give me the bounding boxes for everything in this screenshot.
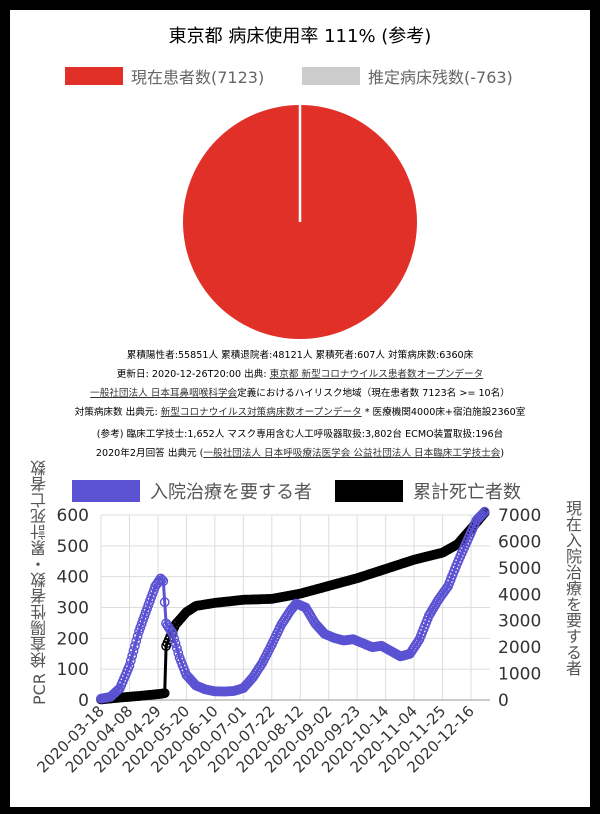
info-source-suffix: ) <box>500 448 505 459</box>
source-link-societies[interactable]: 一般社団法人 日本呼吸療法医学会 公益社団法人 日本臨床工学技士会 <box>203 448 501 459</box>
hospitalized-series-point <box>125 655 136 666</box>
info-source: 2020年2月回答 出典元 (一般社団法人 日本呼吸療法医学会 公益社団法人 日… <box>0 445 600 459</box>
tick-label-right: 4000 <box>498 585 541 605</box>
info-beds: 対策病床数 出典元: 新型コロナウイルス対策病床数オープンデータ * 医療機関4… <box>0 404 600 418</box>
hospitalized-series-point <box>170 638 181 649</box>
hospitalized-series-point <box>171 643 182 654</box>
hospitalized-series-point <box>441 583 452 594</box>
hospitalized-series-point <box>127 650 138 661</box>
deaths-series-point <box>159 688 170 699</box>
legend-swatch-hospitalized <box>72 480 140 502</box>
tick-label-left: 100 <box>57 660 89 680</box>
tick-label-left: 600 <box>57 506 89 526</box>
info-highrisk: 一般社団法人 日本耳鼻咽喉科学会定義におけるハイリスク地域（現在患者数 7123… <box>0 385 600 399</box>
legend-swatch-current-patients <box>65 67 123 85</box>
source-link-tokyo[interactable]: 東京都 新型コロナウイルス患者数オープンデータ <box>269 369 484 380</box>
info-beds-prefix: 対策病床数 出典元: <box>74 407 161 418</box>
hospitalized-series-point <box>478 508 489 519</box>
hospitalized-series-point <box>167 629 178 639</box>
tick-label-right: 2000 <box>498 638 541 658</box>
legend-item-hospitalized[interactable]: 入院治療を要する者 <box>72 476 312 506</box>
hospitalized-series-point <box>128 646 139 656</box>
tick-label-left: 500 <box>57 537 89 557</box>
tick-label-right: 6000 <box>498 532 541 552</box>
pie-chart <box>183 105 417 339</box>
hospitalized-series-point <box>155 573 166 584</box>
hospitalized-series-point <box>476 509 487 520</box>
hospitalized-series-point <box>413 636 424 647</box>
source-link-jibika[interactable]: 一般社団法人 日本耳鼻咽喉科学会 <box>90 388 238 399</box>
hospitalized-series-point <box>159 597 170 608</box>
legend-swatch-deaths <box>335 480 403 502</box>
legend-item-current-patients[interactable]: 現在患者数(7123) <box>65 64 264 88</box>
tick-label-left: 400 <box>57 568 89 588</box>
info-summary: 累積陽性者:55851人 累積退院者:48121人 累積死者:607人 対策病床… <box>126 350 474 361</box>
legend-item-deaths[interactable]: 累計死亡者数 <box>335 476 521 506</box>
hospitalized-series-point <box>158 576 169 586</box>
tick-label-right: 5000 <box>498 559 541 579</box>
tick-label-right: 0 <box>498 691 509 711</box>
legend-swatch-remaining-beds <box>302 67 360 85</box>
info-equipment: (参考) 臨床工学技士:1,652人 マスク専用含む人工呼吸器取扱:3,802台… <box>96 429 504 440</box>
info-beds-suffix: * 医療機関4000床+宿泊施設2360室 <box>361 407 526 418</box>
hospitalized-series-point <box>255 660 266 670</box>
legend-label-remaining-beds: 推定病床残数(-763) <box>368 68 513 87</box>
tick-label-left: 200 <box>57 629 89 649</box>
tick-label-left: 300 <box>57 599 89 619</box>
legend-label-deaths: 累計死亡者数 <box>413 482 521 503</box>
info-highrisk-text: 定義におけるハイリスク地域（現在患者数 7123名 >= 10名） <box>237 388 510 399</box>
chart-series <box>96 506 490 705</box>
tick-label-right: 3000 <box>498 612 541 632</box>
legend-label-current-patients: 現在患者数(7123) <box>131 68 265 87</box>
tick-label-right: 7000 <box>498 506 541 526</box>
hospitalized-series-point <box>479 506 490 517</box>
info-update: 更新日: 2020-12-26T20:00 出典: 東京都 新型コロナウイルス患… <box>0 366 600 380</box>
source-link-beds[interactable]: 新型コロナウイルス対策病床数オープンデータ <box>160 407 362 418</box>
hospitalized-series-point <box>124 660 135 671</box>
hospitalized-series-point <box>129 641 140 651</box>
right-axis-label: 現在入院治療を要する者 <box>563 500 582 676</box>
hospitalized-series-point <box>131 636 142 646</box>
hospitalized-series-point <box>132 631 143 642</box>
info-update-text: 更新日: 2020-12-26T20:00 出典: <box>116 369 270 380</box>
legend-item-remaining-beds[interactable]: 推定病床残数(-763) <box>302 64 513 88</box>
hospitalized-series-point <box>157 574 167 585</box>
tick-label-left: 0 <box>78 691 89 711</box>
legend-label-hospitalized: 入院治療を要する者 <box>150 482 312 503</box>
info-source-prefix: 2020年2月回答 出典元 ( <box>95 448 204 459</box>
pie-title: 東京都 病床使用率 111% (参考) <box>168 26 432 47</box>
hospitalized-series-point <box>169 633 180 644</box>
tick-label-right: 1000 <box>498 665 541 685</box>
